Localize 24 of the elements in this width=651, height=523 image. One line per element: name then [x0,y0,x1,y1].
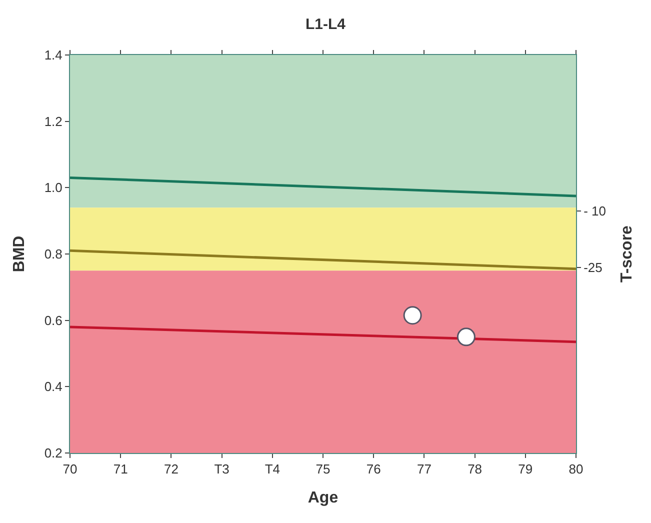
y-tick-label: 0.6 [44,312,62,328]
x-tick-label: 71 [113,462,128,477]
y-tick-label: 1.4 [44,48,62,63]
y-axis-title: BMD [11,236,28,272]
y2-tick-label: - 10 [584,204,606,219]
x-tick-label: 79 [518,462,533,477]
x-tick-label: T3 [214,462,230,477]
x-tick-label: 72 [164,462,178,477]
x-axis-title: Age [308,489,338,506]
chart-title: L1-L4 [305,16,346,33]
y-tick-label: 1.2 [44,114,62,129]
y2-axis-title: T-score [618,225,636,282]
y-tick-label: 0.2 [44,446,62,461]
x-tick-label: 80 [568,462,584,477]
x-tick-label: 77 [416,462,432,477]
x-tick-label: 75 [316,462,330,477]
x-tick-label: 76 [366,462,381,477]
x-tick-label: 78 [468,462,482,477]
x-tick-label: T4 [264,462,280,477]
y-tick-label: 0.8 [44,246,62,262]
y-tick-label: 0.4 [44,379,62,394]
y-tick-label: 1.0 [44,180,62,196]
y2-tick-label: -25 [584,260,602,275]
x-tick-label: 70 [62,462,78,477]
